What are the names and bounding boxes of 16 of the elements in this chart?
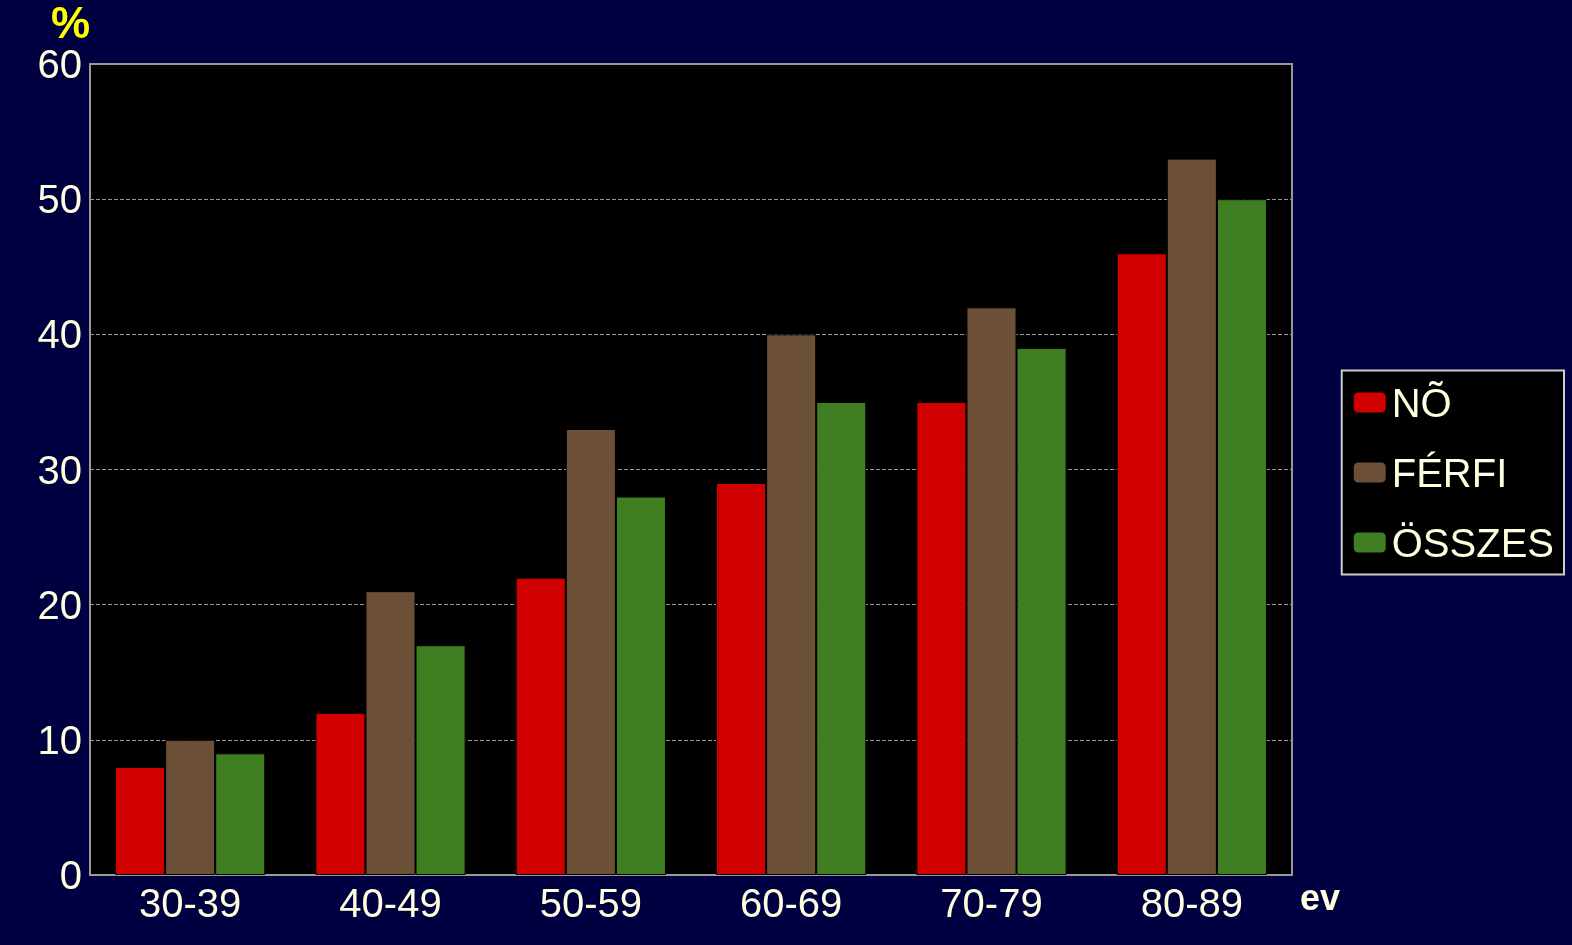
y-tick-label: 20 [37,582,82,627]
legend-label: ÖSSZES [1391,520,1554,565]
y-tick-label: 50 [37,177,82,222]
x-tick-label: 70-79 [940,881,1043,925]
x-tick-label: 80-89 [1140,881,1243,925]
legend-label: FÉRFI [1391,450,1508,495]
x-axis-title: ev [1300,876,1341,918]
y-tick-label: 30 [37,447,82,492]
y-tick-label: 0 [59,853,82,897]
y-tick-label: 40 [37,312,82,357]
legend-label: NÕ [1391,380,1452,425]
x-tick-label: 50-59 [539,881,642,925]
x-tick-label: 40-49 [339,881,442,925]
x-tick-label: 30-39 [139,881,242,925]
y-tick-label: 10 [37,717,82,762]
x-tick-label: 60-69 [740,881,843,925]
